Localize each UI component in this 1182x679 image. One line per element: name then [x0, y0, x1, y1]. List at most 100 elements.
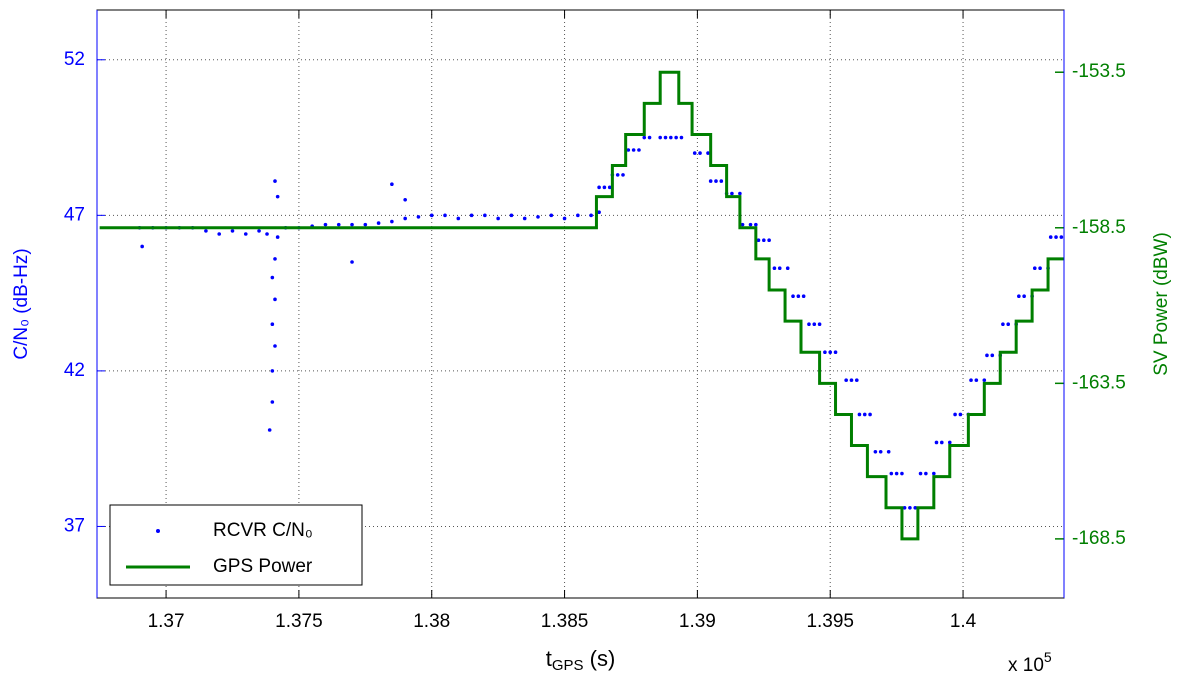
data-point — [265, 232, 269, 236]
data-point — [140, 244, 144, 249]
data-point — [791, 294, 795, 299]
data-point — [562, 216, 567, 221]
data-point — [785, 266, 790, 271]
data-point — [403, 216, 407, 221]
y-axis-label: C/N₀ (dB-Hz) — [11, 248, 32, 359]
data-point — [985, 353, 989, 358]
data-point — [621, 173, 625, 177]
data-point — [873, 449, 878, 454]
data-point — [982, 378, 987, 383]
data-point — [932, 471, 936, 476]
x-label-tail: (s) — [584, 646, 616, 671]
data-point — [918, 471, 923, 476]
data-point — [969, 378, 973, 383]
data-point — [934, 440, 939, 445]
data-point — [589, 213, 593, 218]
x-tick-label: 1.37 — [148, 611, 185, 632]
data-point — [714, 179, 718, 183]
data-point — [1048, 235, 1053, 239]
data-point — [496, 216, 500, 221]
data-point — [756, 238, 761, 243]
data-point — [692, 151, 697, 155]
y2-tick-label: -158.5 — [1072, 217, 1126, 238]
data-point — [844, 378, 848, 383]
y-tick-label: 52 — [64, 49, 85, 70]
data-point — [522, 216, 527, 221]
data-point — [273, 344, 277, 348]
x-multiplier: x 105 — [1008, 649, 1052, 676]
data-point — [615, 173, 620, 177]
data-point — [862, 412, 867, 417]
data-point — [270, 400, 275, 404]
data-point — [1017, 294, 1021, 299]
y-tick-label: 42 — [64, 360, 85, 381]
data-point — [626, 148, 631, 152]
legend-label: RCVR C/N₀ — [213, 520, 313, 541]
data-point — [350, 260, 354, 264]
data-point — [576, 213, 580, 218]
x-label-sub: GPS — [552, 657, 584, 674]
data-point — [483, 213, 487, 218]
data-point — [857, 412, 862, 417]
data-point — [273, 179, 277, 183]
data-point — [708, 179, 713, 183]
data-point — [1059, 235, 1064, 239]
y2-tick-label: -153.5 — [1072, 61, 1126, 82]
data-point — [801, 294, 806, 299]
data-point — [275, 194, 280, 199]
y2-axis-label: SV Power (dBW) — [1151, 232, 1172, 376]
data-point — [390, 182, 394, 187]
data-point — [350, 222, 354, 227]
data-point — [889, 471, 894, 476]
x-tick-label: 1.38 — [413, 611, 450, 632]
data-point — [1054, 235, 1058, 239]
data-point — [953, 412, 957, 417]
data-point — [270, 369, 275, 373]
data-point — [924, 471, 928, 476]
data-point — [658, 135, 662, 140]
data-point — [275, 235, 280, 239]
data-point — [663, 135, 668, 140]
data-point — [204, 229, 208, 233]
data-point — [217, 232, 222, 236]
data-point — [1001, 322, 1005, 327]
data-point — [1022, 294, 1026, 299]
data-point — [469, 213, 474, 218]
data-point — [719, 179, 724, 183]
data-point — [748, 222, 753, 227]
data-point — [706, 151, 710, 155]
data-point — [767, 238, 771, 243]
data-point — [828, 350, 833, 355]
data-point — [947, 440, 952, 445]
legend-marker — [156, 529, 160, 533]
data-point — [886, 449, 891, 454]
data-point — [878, 449, 883, 454]
y2-tick-label: -168.5 — [1072, 528, 1126, 549]
data-point — [270, 322, 275, 327]
data-point — [913, 505, 918, 510]
data-point — [403, 197, 407, 202]
data-point — [900, 471, 904, 476]
x-tick-label: 1.39 — [679, 611, 716, 632]
data-point — [267, 428, 272, 432]
data-point — [243, 232, 248, 236]
data-point — [416, 215, 421, 219]
data-point — [456, 216, 461, 221]
data-point — [796, 294, 801, 299]
data-point — [637, 148, 641, 152]
data-point — [817, 322, 822, 327]
data-point — [376, 221, 381, 225]
data-point — [854, 378, 859, 383]
plot-area — [97, 10, 1064, 598]
x-tick-label: 1.385 — [541, 611, 589, 632]
data-point — [674, 135, 678, 140]
data-point — [762, 238, 766, 243]
data-point — [597, 210, 601, 215]
legend-label: GPS Power — [213, 556, 313, 577]
data-point — [597, 185, 601, 190]
data-point — [740, 222, 745, 227]
y-tick-label: 37 — [64, 515, 85, 536]
multiplier-exponent: 5 — [1044, 649, 1052, 665]
data-point — [1032, 266, 1037, 271]
data-point — [509, 213, 514, 218]
